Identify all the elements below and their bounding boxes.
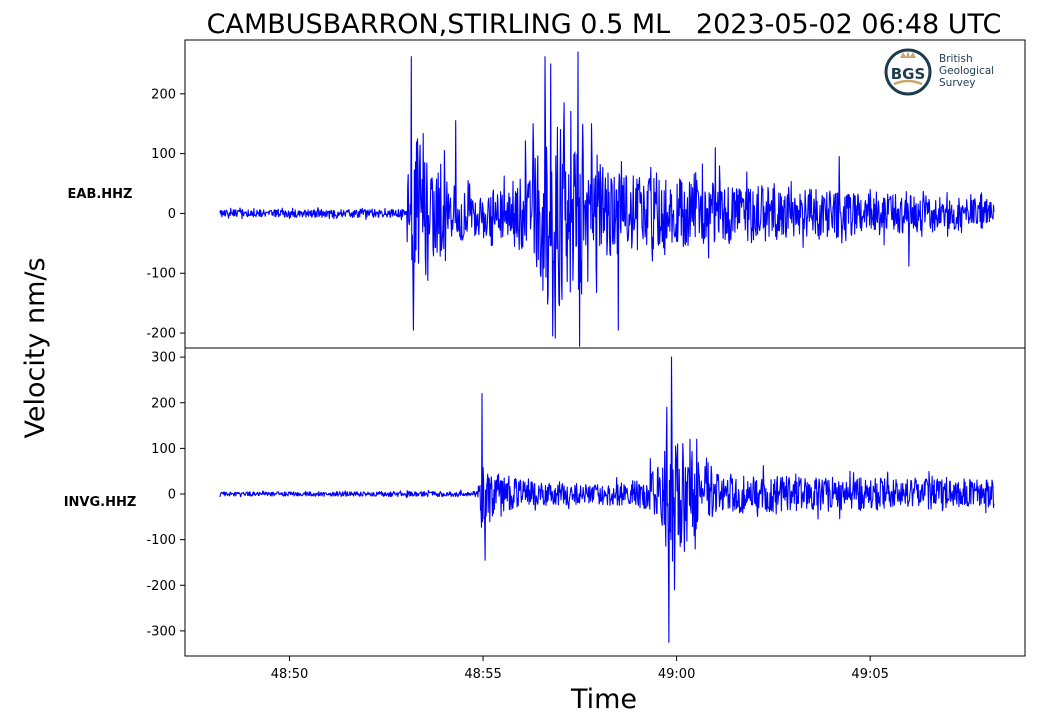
panel-invg-hhz: -300 -200 -100 0 100 200 300 48:50 48:55 49:00 49:…	[64, 347, 1026, 682]
y-tick-label: -100	[146, 267, 176, 282]
station-label: INVG.HHZ	[64, 495, 137, 510]
y-axis-label: Velocity nm/s	[20, 257, 51, 438]
x-axis-label: Time	[570, 684, 637, 715]
logo-swoosh	[893, 79, 923, 86]
bgs-logo-line-1: British	[939, 53, 973, 65]
x-tick-label: 48:55	[464, 667, 501, 682]
y-tick-label: 100	[151, 147, 176, 162]
y-tick-label: 300	[151, 351, 176, 366]
chart-title: CAMBUSBARRON,STIRLING 0.5 ML 2023-05-02 …	[207, 9, 1002, 40]
y-tick-label: -200	[146, 579, 176, 594]
y-tick-label: 0	[168, 207, 176, 222]
bgs-logo: BGS British Geological Survey	[884, 48, 994, 96]
y-tick-label: -300	[146, 624, 176, 639]
plot-frame	[184, 347, 1026, 657]
x-tick-label: 49:05	[851, 667, 888, 682]
waveform-trace	[219, 51, 995, 347]
waveform-trace	[219, 356, 995, 643]
panel-eab-hhz: -200 -100 0 100 200 EAB.HHZ	[68, 39, 1026, 349]
crown-icon	[900, 51, 916, 58]
x-tick-label: 48:50	[271, 667, 308, 682]
y-tick-label: 200	[151, 396, 176, 411]
y-tick-label: 100	[151, 442, 176, 457]
y-tick-label: -200	[146, 327, 176, 342]
y-tick-label: 0	[168, 488, 176, 503]
y-tick-label: 200	[151, 87, 176, 102]
y-tick-label: -100	[146, 533, 176, 548]
bgs-badge-text: BGS	[891, 65, 926, 83]
bgs-logo-line-2: Geological	[939, 65, 994, 77]
x-tick-label: 49:00	[658, 667, 695, 682]
station-label: EAB.HHZ	[68, 187, 133, 202]
bgs-logo-line-3: Survey	[939, 77, 976, 89]
